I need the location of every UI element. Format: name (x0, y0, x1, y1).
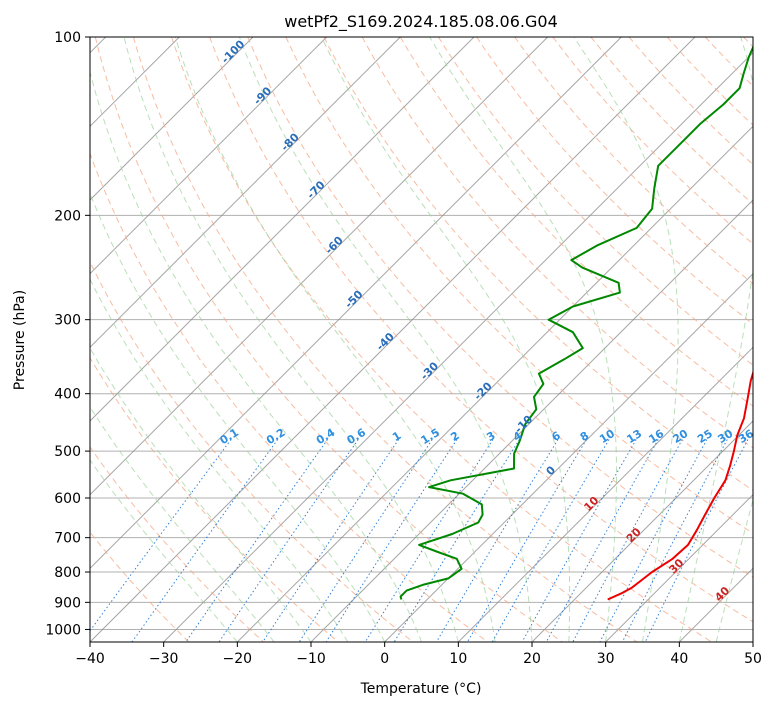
isotherm-line (531, 420, 753, 642)
dry-adiabat-line (171, 37, 712, 642)
isotherm-line (90, 37, 475, 422)
moist-adiabat-line (90, 277, 349, 642)
dry-adiabat-line (90, 260, 414, 642)
moist-adiabat-line (715, 498, 753, 642)
y-axis-label: Pressure (hPa) (12, 290, 28, 390)
moist-adiabat-line (174, 37, 496, 642)
x-tick-label: −30 (149, 651, 179, 667)
isotherm-line (90, 37, 549, 496)
x-tick-label: −10 (296, 651, 326, 667)
mixing-ratio-line (262, 439, 400, 642)
mixing-ratio-line (521, 439, 637, 642)
mixing-ratio-line (572, 439, 683, 642)
y-tick-label: 800 (54, 565, 81, 581)
isotherm-line (457, 346, 753, 642)
dry-adiabat-line (285, 37, 753, 535)
dry-adiabat-line (552, 37, 753, 245)
y-tick-label: 1000 (45, 622, 81, 638)
isotherm-line (384, 272, 753, 642)
moist-adiabat-line (321, 37, 571, 642)
background-lines (90, 37, 753, 642)
mixing-ratio-line (325, 439, 458, 642)
x-tick-label: 20 (523, 651, 541, 667)
mixing-ratio-line (545, 439, 659, 642)
y-axis: 100 200 300 400 500 600 700 800 900 1000 (45, 30, 90, 638)
mixing-ratio-line (298, 439, 433, 642)
moist-adiabat-line (429, 37, 617, 642)
mixing-ratio-line (218, 439, 359, 642)
moist-adiabat-line (123, 37, 459, 642)
x-tick-label: 10 (449, 651, 467, 667)
y-tick-label: 200 (54, 208, 81, 224)
isotherm-line (90, 37, 622, 570)
plot-frame (89, 36, 754, 643)
y-tick-label: 900 (54, 595, 81, 611)
dry-adiabat-line (90, 152, 488, 642)
moist-adiabat-line (678, 37, 753, 642)
mixing-ratio-line (435, 439, 559, 642)
x-tick-label: 0 (380, 651, 389, 667)
moist-adiabat-line (90, 406, 275, 642)
y-tick-label: 300 (54, 313, 81, 329)
x-tick-label: 50 (744, 651, 762, 667)
mixing-ratio-line (131, 439, 279, 642)
dry-adiabat-line (132, 37, 638, 642)
y-tick-label: 100 (54, 30, 81, 46)
dry-adiabat-line (437, 37, 753, 366)
isotherm-line (90, 37, 328, 275)
moist-adiabat-line (90, 459, 238, 642)
isotherm-line (236, 125, 753, 642)
mixing-ratio-line (491, 439, 610, 642)
moist-adiabat-line (573, 37, 679, 642)
isotherm-line (163, 51, 753, 642)
y-tick-label: 400 (54, 387, 81, 403)
moist-adiabat-line (90, 70, 422, 642)
mixing-ratio-line (364, 439, 494, 642)
chart-title: wetPf2_S169.2024.185.08.06.G04 (284, 12, 558, 32)
y-tick-label: 700 (54, 531, 81, 547)
dry-adiabat-line (209, 37, 753, 623)
x-tick-label: 40 (670, 651, 688, 667)
y-tick-label: 600 (54, 491, 81, 507)
y-tick-label: 500 (54, 444, 81, 460)
dry-adiabat-line (247, 37, 753, 578)
mixing-ratio-line (185, 439, 328, 642)
x-tick-label: 30 (597, 651, 615, 667)
x-tick-label: −40 (75, 651, 105, 667)
dry-adiabat-line (90, 356, 339, 642)
dry-adiabat-line (94, 37, 563, 642)
dry-adiabat-line (323, 37, 753, 491)
dry-adiabat-line (361, 37, 753, 449)
temperature-profile-line (607, 369, 753, 601)
moist-adiabat-line (238, 37, 533, 642)
x-axis: −40 −30 −20 −10 0 10 20 30 40 50 (75, 642, 762, 667)
dry-adiabat-line (590, 37, 753, 205)
dry-adiabat-line (90, 446, 264, 642)
isotherm-line (605, 493, 753, 642)
moist-adiabat-lines (90, 37, 753, 642)
dewpoint-profile-line (399, 44, 753, 600)
mixing-ratio-lines (90, 439, 749, 642)
dry-adiabat-line (399, 37, 753, 407)
isotherm-line (90, 37, 401, 349)
series-layer (399, 44, 753, 601)
moist-adiabat-line (90, 347, 312, 642)
isotherm-line (90, 37, 254, 201)
x-tick-label: −20 (223, 651, 253, 667)
x-axis-label: Temperature (°C) (360, 681, 482, 697)
moist-adiabat-line (90, 192, 386, 642)
dry-adiabat-lines (90, 37, 753, 642)
